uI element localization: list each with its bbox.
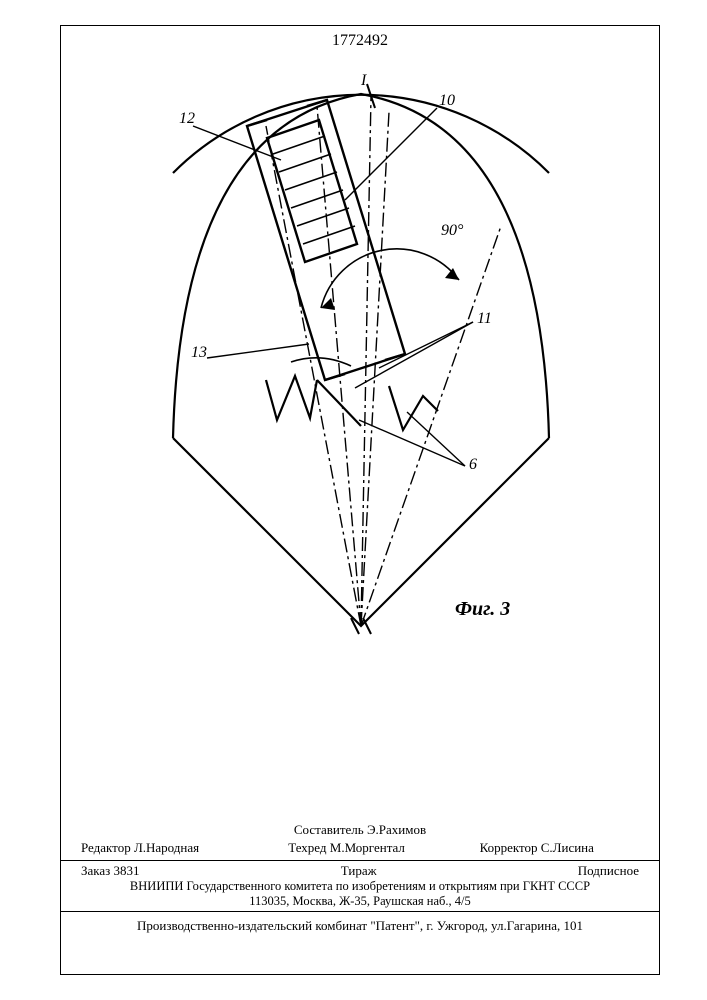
callout-12: 12 [179,110,195,128]
colophon: Составитель Э.Рахимов Редактор Л.Народна… [61,822,659,934]
angle-label: 90° [441,222,463,240]
corrector: Корректор С.Лисина [480,840,639,856]
callout-11: 11 [477,310,492,328]
techred: Техред М.Моргентал [288,840,479,856]
compiler: Составитель Э.Рахимов [61,822,659,838]
subscription: Подписное [578,863,639,879]
patent-number: 1772492 [61,32,659,50]
vniipi-line2: 113035, Москва, Ж-35, Раушская наб., 4/5 [249,894,470,908]
editor: Редактор Л.Народная [81,840,288,856]
order: Заказ 3831 [81,863,140,879]
callout-13: 13 [191,344,207,362]
figure-svg [61,66,661,686]
section-marker: I [361,72,366,90]
vniipi-line1: ВНИИПИ Государственного комитета по изоб… [130,879,590,893]
figure-3: I 12 10 90° 11 13 6 Фиг. 3 [61,66,661,686]
tirazh: Тираж [341,863,377,879]
figure-caption: Фиг. 3 [455,598,510,621]
printer: Производственно-издательский комбинат "П… [61,914,659,934]
callout-6: 6 [469,456,477,474]
rule-2 [61,911,659,912]
callout-10: 10 [439,92,455,110]
page-frame: 1772492 [60,25,660,975]
rule-1 [61,860,659,861]
